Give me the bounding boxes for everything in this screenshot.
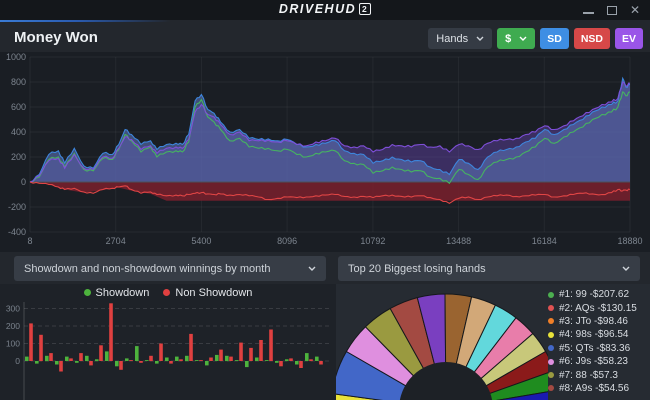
pie-legend-label: #8: A9s -$54.56 bbox=[559, 382, 630, 394]
svg-text:2704: 2704 bbox=[106, 236, 126, 246]
legend-label: Showdown bbox=[95, 287, 150, 299]
svg-text:0: 0 bbox=[15, 356, 20, 366]
toggle-sd-button[interactable]: SD bbox=[540, 28, 569, 49]
toggle-ev-button[interactable]: EV bbox=[614, 28, 643, 49]
legend-label: Non Showdown bbox=[175, 287, 253, 299]
chevron-down-icon bbox=[622, 266, 630, 271]
toggle-nsd-button[interactable]: NSD bbox=[573, 28, 610, 49]
pie-legend-dot-icon bbox=[548, 385, 554, 392]
pie-legend-item: #2: AQs -$130.15 bbox=[548, 301, 648, 314]
svg-text:8: 8 bbox=[27, 236, 32, 246]
chart-controls: Hands $ SD NSD EV bbox=[428, 28, 643, 49]
svg-text:8096: 8096 bbox=[277, 236, 297, 246]
svg-text:-400: -400 bbox=[8, 227, 26, 237]
chevron-down-icon bbox=[308, 266, 316, 271]
right-report-dropdown[interactable]: Top 20 Biggest losing hands bbox=[338, 256, 640, 281]
minimize-icon[interactable] bbox=[582, 12, 594, 14]
non-showdown-dot-icon bbox=[163, 289, 171, 296]
pie-legend-item: #5: QTs -$83.36 bbox=[548, 342, 648, 355]
legend-item-showdown: Showdown bbox=[83, 287, 150, 299]
pie-legend-label: #7: 88 -$57.3 bbox=[559, 369, 618, 381]
losing-hands-panel: #1: 99 -$207.62 #2: AQs -$130.15 #3: JTo -… bbox=[330, 284, 650, 400]
svg-text:5400: 5400 bbox=[191, 236, 211, 246]
page-title: Money Won bbox=[14, 29, 98, 46]
title-bar: DRIVEHUD 2 ✕ bbox=[0, 0, 650, 20]
losing-hands-pie-svg bbox=[330, 293, 562, 400]
app-logo-text: DRIVEHUD bbox=[278, 2, 357, 16]
svg-text:1000: 1000 bbox=[6, 52, 26, 62]
svg-text:200: 200 bbox=[11, 152, 26, 162]
chevron-down-icon bbox=[476, 36, 484, 41]
right-report-dropdown-label: Top 20 Biggest losing hands bbox=[348, 262, 486, 275]
app-logo-badge: 2 bbox=[359, 3, 372, 15]
pie-legend-item: #3: JTo -$98.46 bbox=[548, 315, 648, 328]
pie-legend-label: #3: JTo -$98.46 bbox=[559, 315, 628, 327]
chevron-down-icon bbox=[519, 36, 527, 41]
svg-text:-200: -200 bbox=[8, 202, 26, 212]
pie-legend-dot-icon bbox=[548, 318, 554, 325]
left-report-dropdown-label: Showdown and non-showdown winnings by mo… bbox=[24, 262, 271, 275]
app-logo: DRIVEHUD 2 bbox=[0, 2, 650, 16]
svg-text:0: 0 bbox=[21, 177, 26, 187]
pie-legend-label: #6: J9s -$58.23 bbox=[559, 356, 628, 368]
pie-legend-dot-icon bbox=[548, 331, 554, 338]
svg-text:13488: 13488 bbox=[446, 236, 471, 246]
pie-legend-dot-icon bbox=[548, 345, 554, 352]
hands-dropdown[interactable]: Hands bbox=[428, 28, 493, 49]
currency-dropdown[interactable]: $ bbox=[497, 28, 536, 49]
svg-text:100: 100 bbox=[6, 339, 20, 349]
pie-legend-item: #1: 99 -$207.62 bbox=[548, 288, 648, 301]
pie-legend-item: #8: A9s -$54.56 bbox=[548, 382, 648, 395]
pie-legend-item: #6: J9s -$58.23 bbox=[548, 355, 648, 368]
left-report-dropdown[interactable]: Showdown and non-showdown winnings by mo… bbox=[14, 256, 326, 281]
currency-dropdown-label: $ bbox=[505, 32, 512, 45]
pie-legend-dot-icon bbox=[548, 305, 554, 312]
pie-legend-dot-icon bbox=[548, 372, 554, 379]
money-won-chart-svg: 8 2704 5400 8096 10792 13488 16184 18880 -400 -20… bbox=[6, 52, 643, 246]
svg-text:10792: 10792 bbox=[360, 236, 385, 246]
showdown-dot-icon bbox=[83, 289, 91, 296]
svg-text:200: 200 bbox=[6, 321, 20, 331]
svg-text:600: 600 bbox=[11, 102, 26, 112]
monthly-winnings-panel: Showdown Non Showdown 0100200300400 bbox=[0, 284, 336, 400]
pie-legend-label: #5: QTs -$83.36 bbox=[559, 342, 631, 354]
hands-dropdown-label: Hands bbox=[436, 32, 469, 45]
pie-legend-label: #1: 99 -$207.62 bbox=[559, 289, 630, 301]
svg-text:18880: 18880 bbox=[617, 236, 642, 246]
pie-legend-dot-icon bbox=[548, 358, 554, 365]
pie-legend-label: #4: 98s -$96.54 bbox=[559, 329, 629, 341]
svg-text:400: 400 bbox=[11, 127, 26, 137]
svg-text:16184: 16184 bbox=[532, 236, 557, 246]
close-icon[interactable]: ✕ bbox=[629, 3, 640, 17]
monthly-winnings-bar-svg: 0100200300400 bbox=[6, 302, 330, 400]
series-toggle-group: SD NSD EV bbox=[540, 28, 643, 49]
svg-text:300: 300 bbox=[6, 304, 20, 314]
pie-legend: #1: 99 -$207.62 #2: AQs -$130.15 #3: JTo -… bbox=[548, 288, 648, 395]
legend-item-non-showdown: Non Showdown bbox=[163, 287, 252, 299]
pie-legend-item: #4: 98s -$96.54 bbox=[548, 328, 648, 341]
bar-chart-legend: Showdown Non Showdown bbox=[0, 286, 336, 300]
pie-legend-dot-icon bbox=[548, 291, 554, 298]
pie-legend-label: #2: AQs -$130.15 bbox=[559, 302, 637, 314]
maximize-icon[interactable] bbox=[606, 5, 617, 15]
pie-legend-item: #7: 88 -$57.3 bbox=[548, 368, 648, 381]
svg-text:800: 800 bbox=[11, 77, 26, 87]
accent-line bbox=[0, 20, 170, 22]
money-won-chart: 8 2704 5400 8096 10792 13488 16184 18880 -400 -20… bbox=[0, 52, 650, 252]
